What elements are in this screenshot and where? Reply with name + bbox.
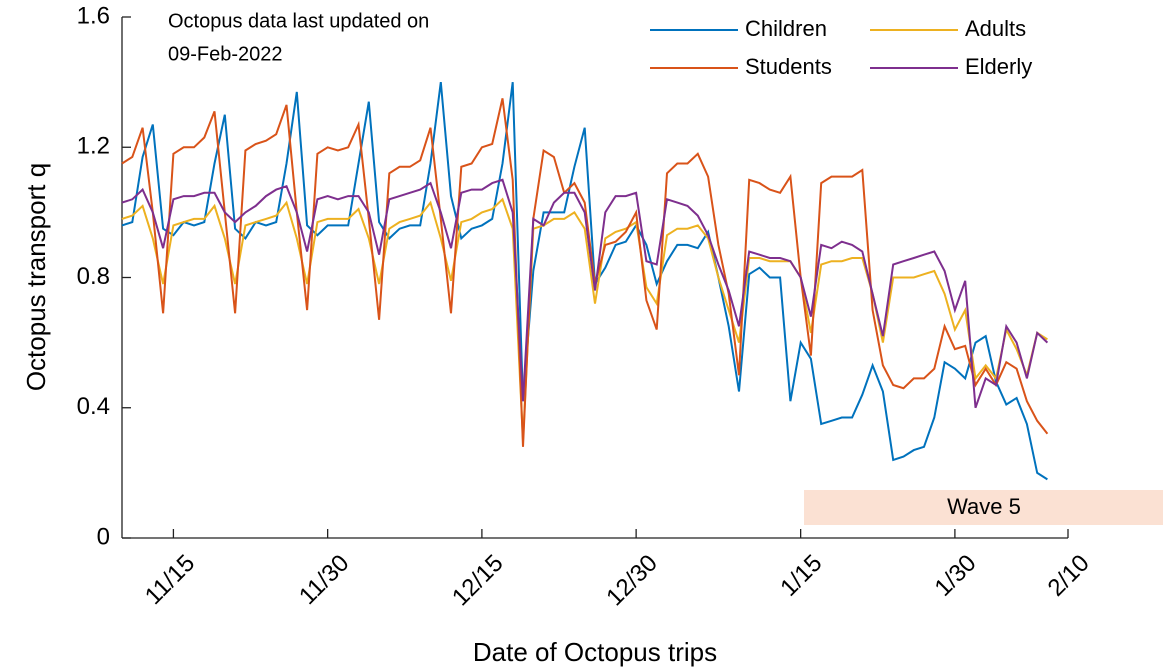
series-line <box>121 98 1049 447</box>
y-tick-label: 0.8 <box>77 263 110 290</box>
x-tick-label: 2/10 <box>1043 550 1095 602</box>
y-tick-label: 0 <box>97 523 110 550</box>
x-tick-label: 11/15 <box>140 550 200 610</box>
y-tick-label: 1.6 <box>77 2 110 29</box>
x-axis-title: Date of Octopus trips <box>473 637 717 667</box>
x-tick-label: 11/30 <box>294 550 354 610</box>
series-line <box>121 197 1048 441</box>
legend-label: Adults <box>965 16 1026 41</box>
annotation: 09-Feb-2022 <box>168 43 283 65</box>
annotation: Octopus data last updated on <box>168 10 429 32</box>
x-tick-label: 12/30 <box>601 550 663 612</box>
series-line <box>121 81 1048 481</box>
wave-label: Wave 5 <box>947 494 1021 519</box>
y-axis-title: Octopus transport q <box>21 163 51 391</box>
x-tick-label: 1/15 <box>775 550 827 602</box>
x-tick-label: 1/30 <box>929 550 981 602</box>
wave-band <box>804 490 1163 525</box>
series-line <box>121 178 1049 409</box>
y-tick-label: 0.4 <box>77 393 110 420</box>
y-tick-label: 1.2 <box>77 133 110 160</box>
legend-label: Children <box>745 16 827 41</box>
legend-label: Elderly <box>965 54 1032 79</box>
x-tick-label: 12/15 <box>447 550 509 612</box>
legend-label: Students <box>745 54 832 79</box>
